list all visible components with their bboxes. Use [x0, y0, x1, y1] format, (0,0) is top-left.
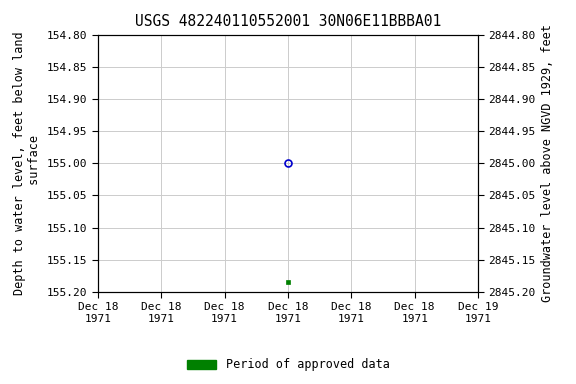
Y-axis label: Groundwater level above NGVD 1929, feet: Groundwater level above NGVD 1929, feet	[541, 24, 554, 302]
Legend: Period of approved data: Period of approved data	[182, 354, 394, 376]
Title: USGS 482240110552001 30N06E11BBBA01: USGS 482240110552001 30N06E11BBBA01	[135, 14, 441, 29]
Y-axis label: Depth to water level, feet below land
 surface: Depth to water level, feet below land su…	[13, 31, 41, 295]
